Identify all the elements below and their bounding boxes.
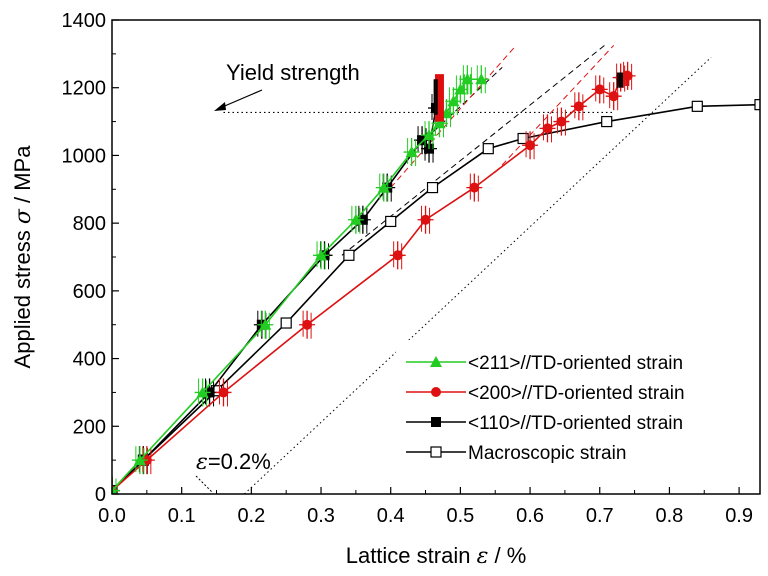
legend-label: <110>//TD-oriented strain bbox=[468, 413, 683, 434]
legend-item-2: <110>//TD-oriented strain bbox=[406, 413, 683, 434]
x-tick-label: 0.0 bbox=[98, 505, 126, 527]
data-point bbox=[482, 143, 494, 155]
legend-label: <200>//TD-oriented strain bbox=[468, 383, 685, 404]
legend-item-0: <211>//TD-oriented strain bbox=[406, 353, 683, 374]
data-point bbox=[259, 318, 272, 330]
data-point bbox=[343, 249, 355, 261]
vertical-bar-stack bbox=[462, 74, 472, 95]
offset-pointer-line bbox=[195, 475, 213, 493]
data-point bbox=[542, 123, 553, 134]
data-point bbox=[423, 129, 436, 141]
series-layer bbox=[112, 61, 760, 494]
y-tick-label: 1000 bbox=[62, 145, 107, 167]
vertical-bar-stack bbox=[623, 70, 630, 87]
data-point bbox=[475, 73, 488, 85]
data-point bbox=[608, 91, 619, 102]
offset-strain-line bbox=[244, 56, 712, 494]
legend-marker bbox=[430, 356, 442, 367]
legend-label: Macroscopic strain bbox=[468, 443, 626, 464]
data-point bbox=[426, 181, 439, 194]
legend-item-3: Macroscopic strain bbox=[406, 443, 626, 464]
data-point bbox=[469, 182, 480, 193]
x-tick-label: 0.1 bbox=[168, 505, 196, 527]
data-point bbox=[754, 99, 760, 111]
x-tick-label: 0.3 bbox=[307, 505, 335, 527]
vertical-bar-stack bbox=[433, 79, 438, 115]
data-point bbox=[420, 214, 431, 225]
x-tick-label: 0.6 bbox=[516, 505, 544, 527]
dashed-guide-line bbox=[341, 43, 608, 256]
data-point bbox=[112, 484, 118, 494]
y-tick-label: 800 bbox=[73, 213, 106, 235]
data-point bbox=[377, 181, 390, 193]
vertical-bar-stack bbox=[616, 72, 624, 88]
data-point bbox=[280, 317, 292, 329]
series-line bbox=[112, 107, 437, 492]
yield-strength-annotation: Yield strength bbox=[214, 60, 360, 111]
data-point bbox=[133, 454, 146, 466]
x-tick-label: 0.9 bbox=[725, 505, 753, 527]
data-point bbox=[573, 101, 584, 112]
legend-marker bbox=[430, 446, 442, 458]
series-line bbox=[112, 103, 760, 492]
offset-line-layer bbox=[244, 56, 712, 494]
y-tick-label: 1400 bbox=[62, 10, 107, 32]
x-tick-label: 0.8 bbox=[656, 505, 684, 527]
y-tick-label: 400 bbox=[73, 349, 106, 371]
data-point bbox=[392, 250, 403, 261]
data-point bbox=[447, 95, 460, 107]
x-tick-label: 0.5 bbox=[446, 505, 474, 527]
x-tick-label: 0.4 bbox=[377, 505, 405, 527]
data-point bbox=[691, 100, 703, 112]
data-point bbox=[405, 146, 418, 158]
x-tick-label: 0.2 bbox=[237, 505, 265, 527]
data-point bbox=[315, 249, 328, 261]
yield-arrowhead bbox=[214, 102, 226, 111]
data-point bbox=[196, 386, 209, 398]
legend-label: <211>//TD-oriented strain bbox=[468, 353, 683, 374]
y-axis-title: Applied stress σ / MPa bbox=[10, 145, 36, 369]
data-point bbox=[525, 140, 536, 151]
x-tick-label: 0.7 bbox=[586, 505, 614, 527]
data-point bbox=[433, 117, 446, 129]
y-axis-ticks: 0 200 400 600 800 1000 1200 1400 bbox=[62, 10, 119, 506]
y-tick-label: 0 bbox=[95, 484, 106, 506]
dashed-guide-line bbox=[494, 45, 615, 173]
data-point bbox=[302, 319, 313, 330]
data-point bbox=[349, 213, 362, 225]
legend-item-1: <200>//TD-oriented strain bbox=[406, 383, 685, 404]
legend-marker bbox=[431, 417, 441, 427]
data-point bbox=[517, 132, 529, 145]
x-axis-ticks: 0.0 0.1 0.2 0.3 0.4 0.5 0.6 0.7 0.8 0.9 bbox=[98, 487, 753, 527]
y-tick-label: 1200 bbox=[62, 78, 107, 100]
data-point bbox=[556, 116, 567, 127]
legend-marker bbox=[431, 387, 441, 397]
yield-strength-label: Yield strength bbox=[226, 60, 360, 85]
y-tick-label: 200 bbox=[73, 416, 106, 438]
data-point bbox=[385, 215, 397, 228]
offset-strain-annotation: ε=0.2% bbox=[195, 449, 271, 493]
offset-strain-label: ε=0.2% bbox=[196, 449, 271, 475]
x-axis-title: Lattice strain ε / % bbox=[346, 543, 527, 569]
data-point bbox=[601, 115, 613, 128]
dashed-guide-layer bbox=[341, 43, 615, 256]
legend: <211>//TD-oriented strain <200>//TD-orien… bbox=[396, 340, 752, 470]
data-point bbox=[417, 135, 428, 146]
yield-arrow-line bbox=[219, 89, 263, 109]
data-point bbox=[594, 84, 605, 95]
y-tick-label: 600 bbox=[73, 281, 106, 303]
data-point bbox=[218, 387, 229, 398]
